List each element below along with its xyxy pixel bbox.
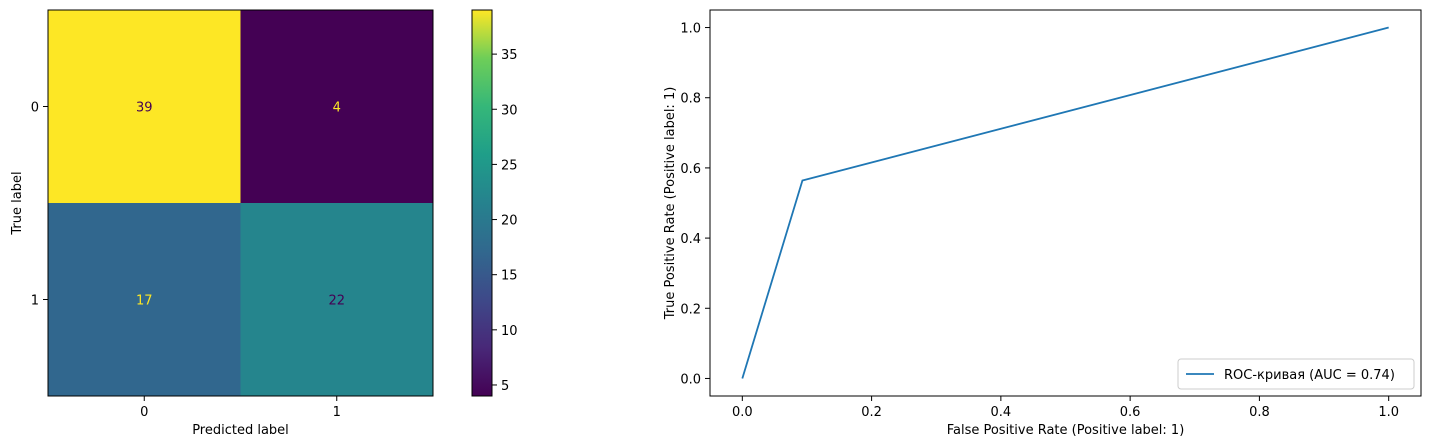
x-tick-label: 0 <box>140 405 148 420</box>
x-tick-label: 0.2 <box>861 405 882 420</box>
matrix-cell <box>240 10 433 203</box>
colorbar-tick-label: 5 <box>501 379 509 394</box>
roc-curve-line <box>741 26 1389 379</box>
matrix-cell <box>48 203 241 396</box>
x-tick-label: 1.0 <box>1378 405 1399 420</box>
colorbar-tick-label: 20 <box>501 214 518 229</box>
roc-x-ticks: 0.0 0.2 0.4 0.6 0.8 1.0 <box>732 396 1399 420</box>
roc-curve-panel: 0.0 0.2 0.4 0.6 0.8 1.0 0.0 0.2 0.4 0.6 0.8 1.0 Fa… <box>663 9 1422 438</box>
x-tick-label: 0.4 <box>991 405 1012 420</box>
x-tick-label: 1 <box>333 405 341 420</box>
y-tick-label: 0.2 <box>680 302 701 317</box>
x-tick-label: 0.8 <box>1249 405 1270 420</box>
confusion-matrix-ylabel: True label <box>10 171 25 235</box>
legend-box <box>1177 358 1415 390</box>
colorbar-gradient <box>471 9 493 397</box>
legend-label: ROC-кривая (AUC = 0.74) <box>1224 368 1395 383</box>
y-tick-label: 1.0 <box>680 22 701 37</box>
y-tick-label: 0.0 <box>680 372 701 387</box>
colorbar-tick-label: 15 <box>501 269 518 284</box>
x-tick-label: 0.6 <box>1120 405 1141 420</box>
colorbar: 5 10 15 20 25 30 35 <box>471 9 518 397</box>
roc-axes-frame <box>709 9 1422 397</box>
confusion-matrix-frame <box>47 9 434 397</box>
confusion-matrix-y-ticks: 01 <box>31 101 48 309</box>
roc-ylabel: True Positive Rate (Positive label: 1) <box>663 87 678 321</box>
colorbar-tick-label: 35 <box>501 48 518 63</box>
confusion-matrix-xlabel: Predicted label <box>192 423 289 438</box>
y-tick-label: 0.4 <box>680 232 701 247</box>
roc-legend: ROC-кривая (AUC = 0.74) <box>1177 358 1415 390</box>
colorbar-ticks: 5 10 15 20 25 30 35 <box>492 48 518 394</box>
x-tick-label: 0.0 <box>732 405 753 420</box>
y-tick-label: 0.8 <box>680 92 701 107</box>
colorbar-tick-label: 25 <box>501 158 518 173</box>
y-tick-label: 0 <box>31 101 39 116</box>
matrix-cell <box>240 203 433 396</box>
confusion-matrix-cells: 39 4 17 22 <box>48 10 433 396</box>
matrix-cell-value: 22 <box>328 294 345 309</box>
matrix-cell-value: 4 <box>333 101 341 116</box>
y-tick-label: 0.6 <box>680 162 701 177</box>
colorbar-tick-label: 30 <box>501 103 518 118</box>
y-tick-label: 1 <box>31 294 39 309</box>
matrix-cell-value: 17 <box>136 294 153 309</box>
colorbar-tick-label: 10 <box>501 324 518 339</box>
roc-xlabel: False Positive Rate (Positive label: 1) <box>947 423 1185 438</box>
roc-y-ticks: 0.0 0.2 0.4 0.6 0.8 1.0 <box>680 22 710 387</box>
matrix-cell <box>48 10 241 203</box>
matrix-cell-value: 39 <box>136 101 153 116</box>
